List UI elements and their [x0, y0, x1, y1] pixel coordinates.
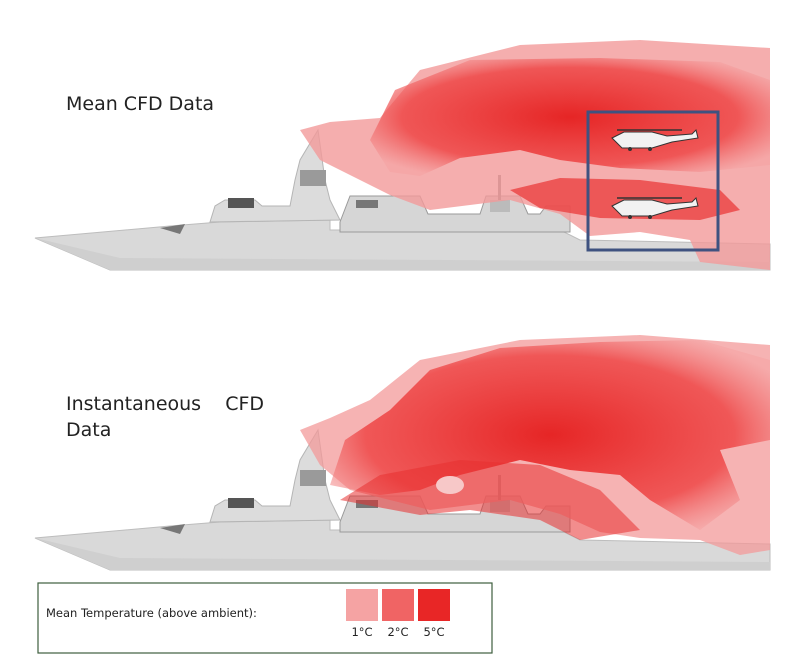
label-line: Data: [66, 419, 111, 441]
legend: Mean Temperature (above ambient): 1°C 2°C…: [37, 582, 493, 654]
plume-lower: [340, 460, 640, 540]
panel-label: Mean CFD Data: [66, 93, 214, 115]
legend-label: 1°C: [351, 625, 372, 639]
mean-panel: Mean CFD Data: [34, 40, 771, 271]
legend-title: Mean Temperature (above ambient):: [46, 606, 257, 620]
legend-swatch: [382, 589, 414, 621]
instantaneous-panel: Instantaneous CFD Data: [34, 335, 771, 571]
plume-hole: [436, 476, 464, 494]
legend-box: [37, 582, 493, 654]
legend-swatch: [346, 589, 378, 621]
legend-label: 5°C: [423, 625, 444, 639]
legend-swatch: [418, 589, 450, 621]
helicopter-box: [586, 110, 720, 252]
legend-label: 2°C: [387, 625, 408, 639]
label-line: Instantaneous CFD: [66, 393, 264, 415]
plume-lower: [510, 178, 740, 220]
label-line: Mean CFD Data: [66, 93, 214, 115]
panel-label: Instantaneous CFD Data: [66, 393, 264, 441]
plume-core: [370, 58, 770, 176]
